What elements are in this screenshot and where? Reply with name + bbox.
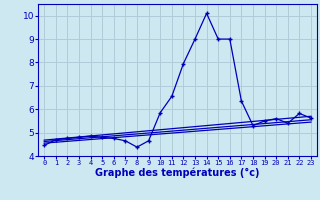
X-axis label: Graphe des températures (°c): Graphe des températures (°c) [95,168,260,178]
